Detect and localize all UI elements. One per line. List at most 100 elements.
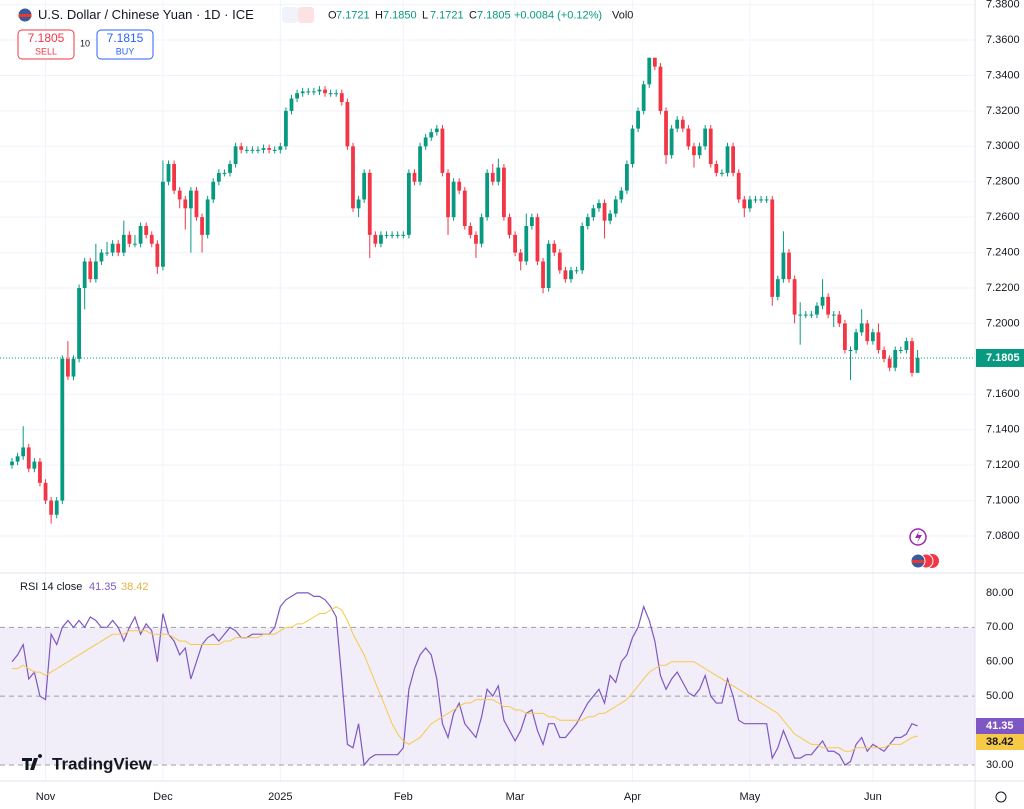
buy-price: 7.1815 <box>107 31 144 45</box>
candle-body <box>904 341 909 351</box>
buy-button[interactable] <box>96 29 154 60</box>
candle-body <box>652 57 657 67</box>
candle-body <box>334 93 339 95</box>
candle-body <box>406 172 411 235</box>
time-tick-label: Nov <box>36 791 56 803</box>
settings-icon[interactable] <box>995 791 1007 803</box>
candle-body <box>479 217 484 244</box>
ohlc-key: C <box>469 9 477 21</box>
indicator-value-box <box>976 718 1024 734</box>
candle-body <box>764 199 769 201</box>
ohlc-key: H <box>375 9 383 21</box>
candle-body <box>680 119 685 129</box>
price-tick-label: 7.3000 <box>986 140 1020 152</box>
candle-body <box>149 234 154 244</box>
candle-body <box>373 234 378 244</box>
candle-body <box>686 128 691 147</box>
indicator-title: RSI 14 close <box>20 581 82 593</box>
candle-body <box>211 181 216 200</box>
candle-body <box>636 110 640 129</box>
candle-body <box>38 461 42 483</box>
candle-body <box>915 357 920 373</box>
indicator-value: 38.42 <box>121 581 149 593</box>
candle-body <box>736 172 741 200</box>
candle-body <box>300 91 305 94</box>
candle-body <box>451 181 456 218</box>
flag-icon-stripe <box>912 560 924 563</box>
candle-body <box>541 261 545 289</box>
candle-body <box>848 350 853 352</box>
candle-body <box>43 482 48 501</box>
candle-body <box>401 234 406 236</box>
last-price-box <box>976 348 1024 367</box>
ohlc-key: L <box>422 9 428 21</box>
candle-body <box>367 172 372 235</box>
candle-body <box>552 243 557 253</box>
logo-icon <box>22 753 43 770</box>
candle-body <box>311 91 316 93</box>
price-tick-label: 7.2600 <box>986 211 1020 223</box>
candle-body <box>21 447 26 457</box>
time-tick-label: 2025 <box>268 791 292 803</box>
grid-layer <box>0 0 975 781</box>
candle-body <box>490 172 495 182</box>
price-tick-label: 7.3600 <box>986 34 1020 46</box>
compare-button[interactable] <box>298 7 314 23</box>
rsi-tick-label: 70.00 <box>986 621 1014 633</box>
candle-body <box>384 234 389 236</box>
candle-body <box>775 279 780 297</box>
candle-body <box>351 146 355 209</box>
candle-body <box>843 323 847 351</box>
candle-body <box>882 350 886 359</box>
candle-body <box>669 128 674 156</box>
ohlc-value: 7.1850 <box>383 9 417 21</box>
chart-type-button[interactable] <box>282 7 298 23</box>
candle-body <box>205 199 210 235</box>
price-tick-label: 7.3800 <box>986 0 1020 11</box>
candle-body <box>356 199 361 209</box>
candle-body <box>194 190 199 218</box>
candle-body <box>200 217 204 235</box>
rsi-tick-label: 30.00 <box>986 759 1014 771</box>
price-tick-label: 7.2400 <box>986 246 1020 258</box>
candle-body <box>295 93 299 99</box>
candle-body <box>753 199 758 201</box>
indicator-value-box <box>976 734 1024 750</box>
candle-body <box>731 146 736 173</box>
candle-body <box>256 149 260 151</box>
candle-body <box>714 164 719 173</box>
sell-button[interactable] <box>17 29 75 60</box>
candle-body <box>742 199 747 209</box>
indicator-line <box>11 592 918 767</box>
price-tick-label: 7.2000 <box>986 317 1020 329</box>
candle-body <box>524 226 529 262</box>
candle-body <box>233 146 238 165</box>
spread: 10 <box>80 38 90 48</box>
logo-text: TradingView <box>52 754 153 773</box>
candle-body <box>66 358 70 377</box>
candle-body <box>93 261 98 280</box>
candle-body <box>602 202 607 221</box>
candle-body <box>345 102 350 147</box>
sell-label: SELL <box>35 46 57 56</box>
buy-label: BUY <box>116 46 135 56</box>
candle-body <box>792 279 797 315</box>
candle-body <box>250 149 255 151</box>
overlay-layer: U.S. Dollar / Chinese Yuan · 1D · ICE 7.… <box>17 0 1024 803</box>
price-tick-label: 7.1600 <box>986 388 1020 400</box>
candle-body <box>613 199 618 214</box>
candle-body <box>770 199 775 297</box>
candle-body <box>496 167 501 182</box>
candle-body <box>535 217 540 262</box>
candle-body <box>569 270 573 280</box>
candle-body <box>647 57 652 85</box>
candle-body <box>222 172 227 174</box>
candle-body <box>116 243 121 253</box>
candle-body <box>77 288 81 359</box>
candle-body <box>462 190 467 227</box>
ohlc-value: 7.1721 <box>430 9 464 21</box>
candle-body <box>831 314 836 316</box>
candle-body <box>798 314 803 316</box>
